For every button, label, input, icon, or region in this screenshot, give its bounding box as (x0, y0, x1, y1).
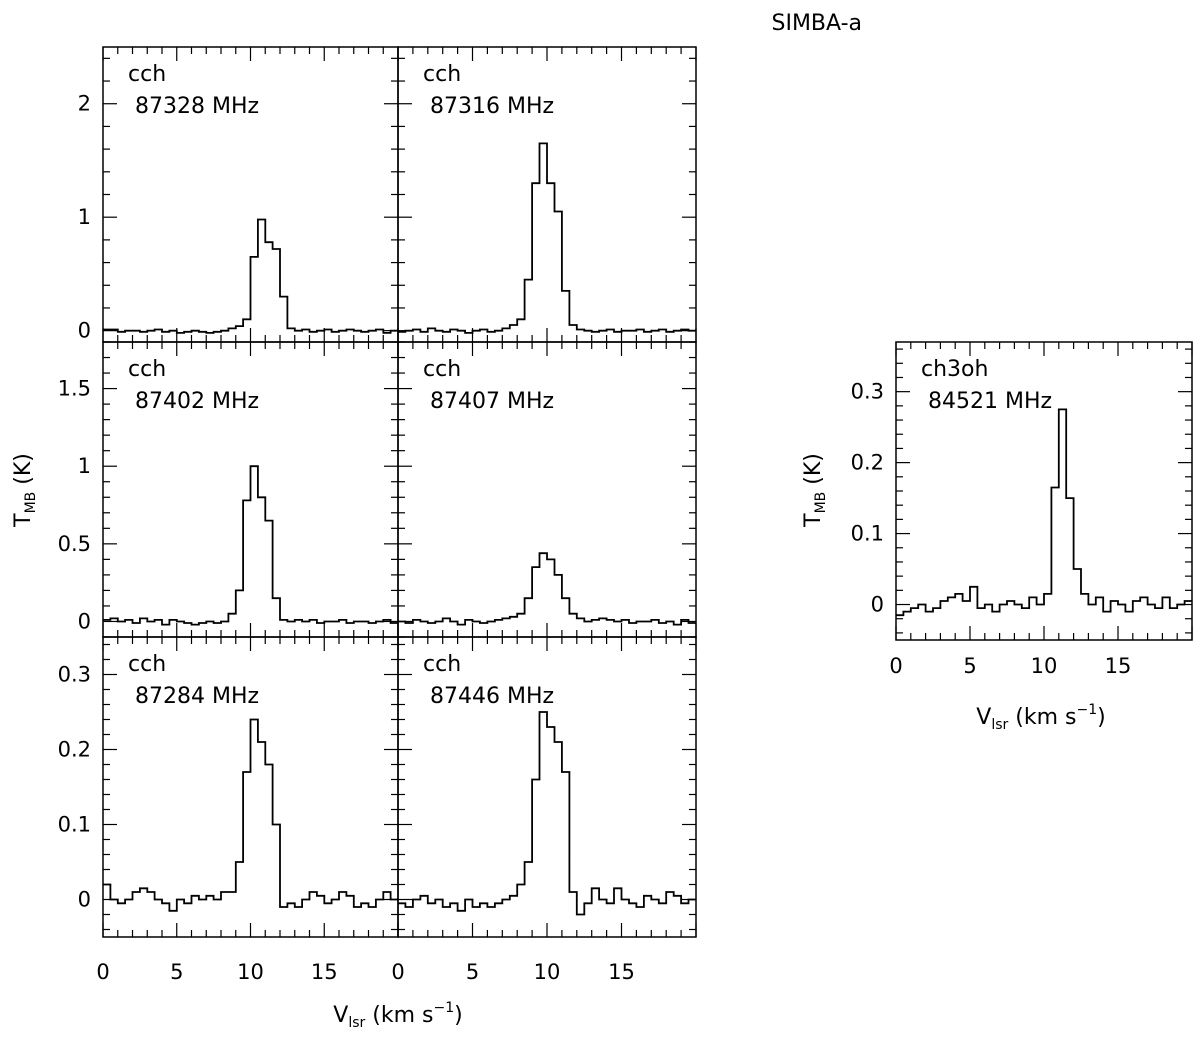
y-tick-label: 0 (78, 319, 91, 343)
x-tick-label: 5 (963, 654, 976, 678)
molecule-label: cch (128, 62, 166, 87)
molecule-label: cch (423, 357, 461, 382)
panel-group: 0 1 2 cch 87328 MHz cch 87316 MHz 0 0.5 1 1.5 cch 87… (58, 46, 1193, 984)
x-tick-label: 10 (237, 960, 264, 984)
y-tick-label: 1.5 (58, 377, 91, 401)
molecule-label: cch (423, 62, 461, 87)
x-tick-label: 0 (391, 960, 404, 984)
right-xaxis-title: Vlsr (km s−1) (976, 702, 1105, 733)
x-tick-label: 10 (1031, 654, 1058, 678)
spectrum-trace (398, 142, 696, 334)
spectrum-trace (103, 465, 398, 626)
x-tick-label: 5 (466, 960, 479, 984)
x-tick-label: 15 (1105, 654, 1132, 678)
figure-title: SIMBA-a (771, 11, 862, 36)
spectrum-panel-5: 0 0.1 0.2 0.3 cch 87284 MHz (58, 636, 399, 938)
frequency-label: 87446 MHz (430, 684, 554, 709)
frequency-label: 87316 MHz (430, 94, 554, 119)
spectrum-trace (398, 552, 696, 626)
y-tick-label: 2 (78, 92, 91, 116)
y-tick-label: 0.1 (58, 813, 91, 837)
frequency-label: 87407 MHz (430, 389, 554, 414)
frequency-label: 87284 MHz (135, 684, 259, 709)
y-tick-label: 0.1 (851, 522, 884, 546)
spectrum-panel-6: cch 87446 MHz (397, 636, 697, 938)
molecule-label: cch (423, 652, 461, 677)
frequency-label: 87402 MHz (135, 389, 259, 414)
spectrum-trace (896, 408, 1192, 617)
panel-frame (397, 46, 697, 343)
y-tick-label: 0 (78, 888, 91, 912)
molecule-label: cch (128, 357, 166, 382)
y-tick-label: 0.5 (58, 532, 91, 556)
y-tick-label: 0 (78, 609, 91, 633)
left-xaxis-title: Vlsr (km s−1) (333, 1000, 462, 1031)
x-tick-label: 15 (608, 960, 635, 984)
spectrum-panel-1: 0 1 2 cch 87328 MHz (78, 46, 399, 343)
y-tick-label: 0.2 (58, 738, 91, 762)
spectrum-trace (398, 711, 696, 916)
spectrum-panel-3: 0 0.5 1 1.5 cch 87402 MHz (58, 341, 399, 638)
x-tick-label: 10 (534, 960, 561, 984)
y-tick-label: 0.3 (851, 380, 884, 404)
y-tick-label: 1 (78, 454, 91, 478)
left-yaxis-title: TMB (K) (11, 453, 39, 528)
x-tick-label: 0 (889, 654, 902, 678)
y-tick-label: 0.3 (58, 663, 91, 687)
spectrum-panel-2: cch 87316 MHz (397, 46, 697, 343)
panel-frame (397, 636, 697, 938)
y-tick-label: 1 (78, 205, 91, 229)
y-tick-label: 0.2 (851, 451, 884, 475)
x-tick-label: 15 (311, 960, 338, 984)
spectrum-panel-4: cch 87407 MHz (397, 341, 697, 638)
right-yaxis-title: TMB (K) (801, 453, 829, 528)
frequency-label: 84521 MHz (928, 389, 1052, 414)
x-tick-label: 0 (96, 960, 109, 984)
frequency-label: 87328 MHz (135, 94, 259, 119)
molecule-label: ch3oh (921, 357, 988, 382)
x-tick-label: 5 (170, 960, 183, 984)
spectrum-panel-7: 0 0.1 0.2 0.3 0 5 10 15 ch3oh 84521 MHz (851, 341, 1193, 678)
y-tick-label: 0 (871, 593, 884, 617)
panel-frame (397, 341, 697, 638)
molecule-label: cch (128, 652, 166, 677)
spectrum-trace (103, 718, 398, 912)
spectrum-trace (103, 218, 398, 334)
